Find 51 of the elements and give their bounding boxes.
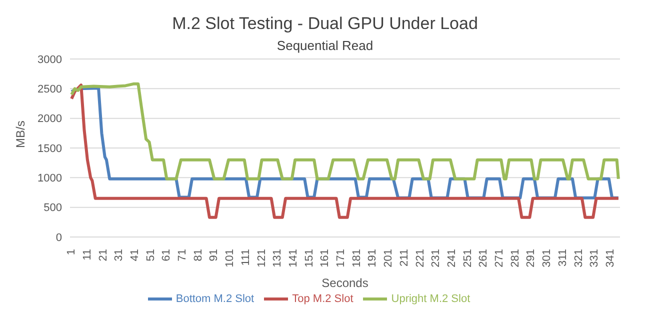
x-tick-label: 251 [462, 249, 474, 268]
legend-label: Top M.2 Slot [292, 292, 354, 305]
x-tick-label: 301 [541, 249, 554, 268]
x-tick-label: 101 [224, 249, 236, 268]
x-tick-label: 311 [556, 249, 569, 267]
x-tick-label: 1 [66, 249, 78, 256]
x-tick-label: 61 [160, 249, 173, 262]
x-tick-label: 321 [572, 249, 585, 268]
y-tick-label: 2500 [38, 84, 62, 96]
x-tick-label: 131 [272, 249, 284, 268]
x-tick-label: 31 [113, 249, 126, 262]
x-tick-label: 121 [256, 249, 268, 268]
x-tick-label: 291 [525, 249, 538, 268]
chart-subtitle: Sequential Read [276, 37, 374, 53]
x-tick-label: 211 [398, 249, 410, 267]
x-tick-label: 181 [350, 249, 363, 268]
line-series [70, 84, 620, 219]
x-tick-label: 271 [494, 249, 506, 268]
y-tick-label: 3000 [38, 54, 62, 66]
x-tick-label: 11 [81, 249, 94, 260]
x-tick-label: 261 [478, 249, 490, 268]
x-tick-label: 191 [366, 249, 379, 268]
x-axis-title: Seconds [322, 276, 368, 290]
x-tick-label: 241 [446, 249, 458, 268]
x-tick-label: 151 [303, 249, 316, 268]
y-tick-label: 1000 [38, 172, 62, 185]
y-tick-label: 1500 [38, 142, 62, 155]
x-tick-label: 201 [382, 249, 395, 268]
legend-label: Bottom M.2 Slot [176, 292, 254, 305]
x-tick-label: 51 [144, 249, 157, 262]
line-series [70, 82, 620, 180]
y-tick-label: 500 [44, 202, 62, 214]
x-tick-label: 161 [319, 249, 332, 268]
x-tick-label: 21 [97, 249, 110, 262]
y-tick-label: 0 [56, 232, 62, 244]
x-tick-label: 71 [176, 249, 189, 262]
x-tick-label: 221 [414, 249, 426, 268]
x-tick-label: 141 [287, 249, 300, 268]
y-axis-title: MB/s [13, 120, 28, 148]
x-tick-label: 171 [335, 249, 348, 268]
x-tick-label: 341 [604, 249, 616, 268]
x-tick-label: 281 [509, 249, 522, 268]
x-tick-label: 231 [430, 249, 442, 268]
x-tick-label: 111 [240, 249, 252, 266]
chart-title: M.2 Slot Testing - Dual GPU Under Load [171, 13, 479, 34]
x-tick-label: 81 [192, 249, 204, 262]
legend-label: Upright M.2 Slot [391, 292, 470, 305]
x-tick-label: 91 [208, 249, 220, 262]
y-tick-label: 2000 [38, 113, 62, 126]
x-tick-label: 41 [128, 249, 141, 262]
x-tick-label: 331 [588, 249, 601, 268]
